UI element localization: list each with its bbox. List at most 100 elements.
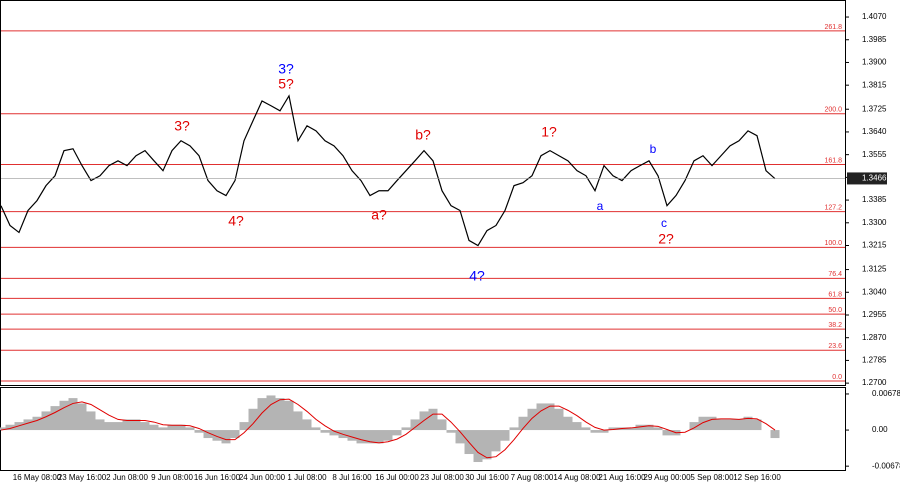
histogram-bar (608, 427, 618, 431)
histogram-bar (365, 430, 375, 444)
y-tick-label: 0.00 (872, 425, 888, 434)
fib-label: 100.0 (824, 240, 842, 247)
y-tick-label: 1.3215 (862, 241, 887, 250)
y-tick-label: 1.2785 (862, 356, 887, 365)
histogram-bar (185, 427, 195, 431)
histogram-bar (158, 427, 168, 431)
y-tick-label: 0.00678 (872, 389, 900, 398)
x-tick-label: 30 Jul 16:00 (465, 473, 509, 482)
histogram-bar (635, 424, 645, 431)
histogram-bar (32, 416, 42, 431)
y-tick-label: 1.4070 (862, 12, 887, 21)
y-tick-label: 1.3125 (862, 265, 887, 274)
histogram-bar (410, 419, 420, 431)
histogram-bar (698, 416, 708, 431)
wave-label: 4? (469, 268, 485, 284)
fib-label: 161.8 (824, 157, 842, 164)
histogram-bar (86, 411, 96, 431)
histogram-bar (203, 430, 213, 439)
histogram-bar (149, 424, 159, 431)
fib-label: 38.2 (828, 322, 842, 329)
wave-label: 3? (278, 61, 294, 77)
signal-line (0, 398, 776, 459)
histogram-bar (590, 430, 600, 433)
histogram-bar (311, 427, 321, 431)
wave-label: b (650, 142, 657, 156)
histogram-bar (374, 430, 384, 444)
y-tick-label: 1.3300 (862, 218, 887, 227)
y-tick-label: 1.3815 (862, 80, 887, 89)
histogram-bar (752, 419, 762, 431)
histogram-bar (77, 403, 87, 431)
histogram-bar (770, 430, 780, 439)
x-tick-label: 1 Jul 08:00 (287, 473, 327, 482)
histogram-bar (383, 430, 393, 441)
histogram-bar (5, 424, 15, 431)
y-tick-label: 1.2870 (862, 333, 887, 342)
histogram-bar (626, 427, 636, 431)
x-tick-label: 23 Jul 08:00 (420, 473, 464, 482)
fib-label: 76.4 (828, 271, 842, 278)
histogram-bar (320, 430, 330, 433)
histogram-bar (257, 398, 267, 431)
histogram-bar (59, 400, 69, 431)
histogram-bar (95, 419, 105, 431)
y-tick-label: 1.3640 (862, 127, 887, 136)
histogram-bar (356, 430, 366, 444)
y-tick-label: 1.3555 (862, 150, 887, 159)
histogram-bar (707, 416, 717, 431)
fib-label: 50.0 (828, 307, 842, 314)
last-price-box (847, 172, 887, 185)
histogram-bar (50, 406, 60, 431)
y-tick-label: 1.3725 (862, 104, 887, 113)
histogram-bar (347, 430, 357, 441)
histogram-bar (176, 424, 186, 431)
histogram-bar (104, 422, 114, 431)
x-tick-label: 9 Jun 08:00 (151, 473, 193, 482)
histogram-bar (509, 427, 519, 431)
histogram-bar (518, 416, 528, 431)
fib-label: 61.8 (828, 291, 842, 298)
wave-label: b? (415, 127, 431, 143)
histogram-bar (230, 430, 240, 439)
x-tick-label: 14 Aug 08:00 (553, 473, 601, 482)
x-tick-label: 12 Sep 16:00 (733, 473, 781, 482)
y-tick-label: 1.3900 (862, 58, 887, 67)
histogram-bar (446, 430, 456, 433)
histogram-bar (392, 430, 402, 436)
histogram-bar (68, 398, 78, 431)
x-tick-label: 16 Jun 16:00 (194, 473, 241, 482)
histogram-bar (302, 419, 312, 431)
histogram-bar (284, 400, 294, 431)
histogram-bar (122, 419, 132, 431)
histogram-bar (437, 419, 447, 431)
histogram-bar (212, 430, 222, 441)
y-tick-label: 1.2955 (862, 310, 887, 319)
histogram-bar (239, 422, 249, 431)
fib-label: 23.6 (828, 343, 842, 350)
wave-label: 3? (174, 118, 190, 134)
y-tick-label: 1.3040 (862, 287, 887, 296)
wave-label: 4? (228, 213, 244, 229)
histogram-bar (716, 419, 726, 431)
x-tick-label: 16 May 08:00 (13, 473, 62, 482)
histogram-bar (554, 408, 564, 431)
histogram-bar (275, 398, 285, 431)
x-tick-label: 7 Aug 08:00 (511, 473, 554, 482)
main-panel (0, 0, 846, 386)
histogram-bar (23, 419, 33, 431)
histogram-bar (221, 430, 231, 444)
histogram-bar (0, 427, 6, 431)
histogram-bar (473, 430, 483, 463)
wave-label: 1? (541, 124, 557, 140)
histogram-bar (500, 430, 510, 441)
histogram-bar (527, 408, 537, 431)
fib-label: 200.0 (824, 107, 842, 114)
histogram-bar (581, 427, 591, 431)
histogram-bar (401, 427, 411, 431)
histogram-bar (653, 427, 663, 431)
histogram-bar (572, 422, 582, 431)
x-tick-label: 21 Aug 16:00 (598, 473, 646, 482)
fib-label: 127.2 (824, 204, 842, 211)
